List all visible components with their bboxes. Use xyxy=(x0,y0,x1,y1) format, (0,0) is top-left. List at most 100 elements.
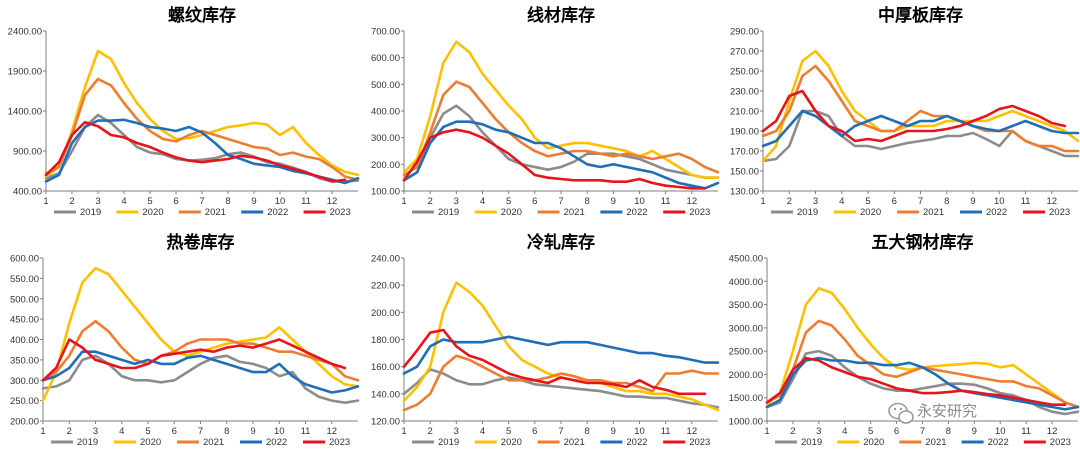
x-tick-label: 9 xyxy=(611,196,616,207)
x-tick-label: 2 xyxy=(428,196,433,207)
y-tick-label: 2400.00 xyxy=(8,27,42,38)
y-tick-label: 700.00 xyxy=(371,27,400,38)
x-tick-label: 2 xyxy=(69,196,74,207)
x-tick-label: 8 xyxy=(944,196,949,207)
x-tick-label: 12 xyxy=(687,196,698,207)
legend-label: 2021 xyxy=(923,207,944,218)
y-tick-label: 300.00 xyxy=(371,133,400,144)
x-tick-label: 4 xyxy=(839,196,844,207)
series-line-2023 xyxy=(402,328,707,396)
x-tick-label: 4 xyxy=(480,426,485,437)
legend-item-2022: 2022 xyxy=(241,207,288,218)
y-tick-label: 140.00 xyxy=(371,389,400,400)
series-line-2022 xyxy=(402,120,720,190)
legend-label: 2019 xyxy=(438,437,459,448)
x-tick-label: 6 xyxy=(173,196,178,207)
legend-item-2023: 2023 xyxy=(1023,437,1071,448)
legend-label: 2021 xyxy=(203,437,224,448)
x-tick-label: 6 xyxy=(892,196,897,207)
x-tick-label: 4 xyxy=(480,196,485,207)
x-tick-label: 7 xyxy=(558,426,563,437)
legend-label: 2020 xyxy=(501,207,522,218)
legend-label: 2022 xyxy=(988,437,1009,448)
legend-label: 2019 xyxy=(438,207,459,218)
x-tick-label: 11 xyxy=(661,196,671,207)
legend-item-2020: 2020 xyxy=(116,207,164,218)
legend-item-2022: 2022 xyxy=(240,437,287,448)
y-tick-label: 3500.00 xyxy=(729,300,763,311)
y-tick-label: 270.00 xyxy=(730,47,759,58)
x-tick-label: 5 xyxy=(865,196,870,207)
legend-item-2021: 2021 xyxy=(537,207,585,218)
legend-label: 2019 xyxy=(77,437,98,448)
x-tick-label: 10 xyxy=(994,196,1005,207)
legend-item-2021: 2021 xyxy=(537,437,585,448)
x-tick-label: 1 xyxy=(760,196,765,207)
y-tick-label: 200.00 xyxy=(10,417,39,428)
legend-item-2022: 2022 xyxy=(600,437,648,448)
y-tick-label: 290.00 xyxy=(730,27,759,38)
x-tick-label: 8 xyxy=(225,196,230,207)
y-tick-label: 180.00 xyxy=(371,335,400,346)
x-tick-label: 5 xyxy=(147,196,152,207)
x-tick-label: 12 xyxy=(1046,196,1057,207)
y-tick-label: 200.00 xyxy=(371,308,400,319)
x-tick-label: 11 xyxy=(301,426,311,437)
series-line-2021 xyxy=(44,77,360,182)
legend-item-2020: 2020 xyxy=(834,207,881,218)
x-tick-label: 10 xyxy=(634,196,645,207)
x-tick-label: 9 xyxy=(251,196,256,207)
y-tick-label: 150.00 xyxy=(730,167,759,178)
x-tick-label: 10 xyxy=(275,196,286,207)
x-tick-label: 5 xyxy=(506,426,511,437)
x-tick-label: 4 xyxy=(121,196,126,207)
x-tick-label: 1 xyxy=(401,196,406,207)
legend-label: 2021 xyxy=(564,207,585,218)
x-tick-label: 9 xyxy=(972,426,977,437)
x-tick-label: 9 xyxy=(970,196,975,207)
x-tick-label: 3 xyxy=(454,196,459,207)
y-tick-label: 900.00 xyxy=(13,147,42,158)
legend-item-2020: 2020 xyxy=(474,207,522,218)
x-tick-label: 6 xyxy=(172,426,177,437)
chart-title: 热卷库存 xyxy=(167,232,235,253)
y-tick-label: 1400.00 xyxy=(8,107,42,118)
y-tick-label: 450.00 xyxy=(10,315,39,326)
legend-label: 2022 xyxy=(267,207,288,218)
x-tick-label: 3 xyxy=(816,426,821,437)
legend-item-2020: 2020 xyxy=(114,437,161,448)
x-tick-label: 6 xyxy=(532,196,537,207)
x-tick-label: 3 xyxy=(93,426,98,437)
y-tick-label: 1900.00 xyxy=(8,67,42,78)
x-tick-label: 8 xyxy=(585,426,590,437)
y-tick-label: 4500.00 xyxy=(729,254,763,265)
legend-item-2023: 2023 xyxy=(303,207,351,218)
x-tick-label: 12 xyxy=(1047,426,1058,437)
x-tick-label: 10 xyxy=(995,426,1006,437)
legend-item-2019: 2019 xyxy=(771,207,818,218)
x-tick-label: 10 xyxy=(634,426,645,437)
x-tick-label: 1 xyxy=(43,196,48,207)
y-tick-label: 350.00 xyxy=(10,355,39,366)
x-tick-label: 11 xyxy=(661,426,671,437)
series-line-2022 xyxy=(765,356,1080,411)
legend-item-2020: 2020 xyxy=(837,437,884,448)
watermark-text: 永安研究 xyxy=(917,402,977,420)
series-line-2023 xyxy=(41,338,347,382)
y-tick-label: 170.00 xyxy=(730,147,759,158)
x-tick-label: 5 xyxy=(868,426,873,437)
series-line-2020 xyxy=(41,266,360,402)
x-tick-label: 12 xyxy=(326,426,337,437)
legend-label: 2020 xyxy=(501,437,522,448)
legend-label: 2019 xyxy=(80,207,101,218)
legend-label: 2020 xyxy=(140,437,161,448)
x-tick-label: 12 xyxy=(687,426,698,437)
x-tick-label: 3 xyxy=(454,426,459,437)
series-line-2019 xyxy=(41,354,360,404)
chart-title: 螺纹库存 xyxy=(168,5,236,26)
x-tick-label: 4 xyxy=(842,426,847,437)
legend-label: 2023 xyxy=(689,437,710,448)
y-tick-label: 100.00 xyxy=(371,187,400,198)
x-tick-label: 2 xyxy=(428,426,433,437)
